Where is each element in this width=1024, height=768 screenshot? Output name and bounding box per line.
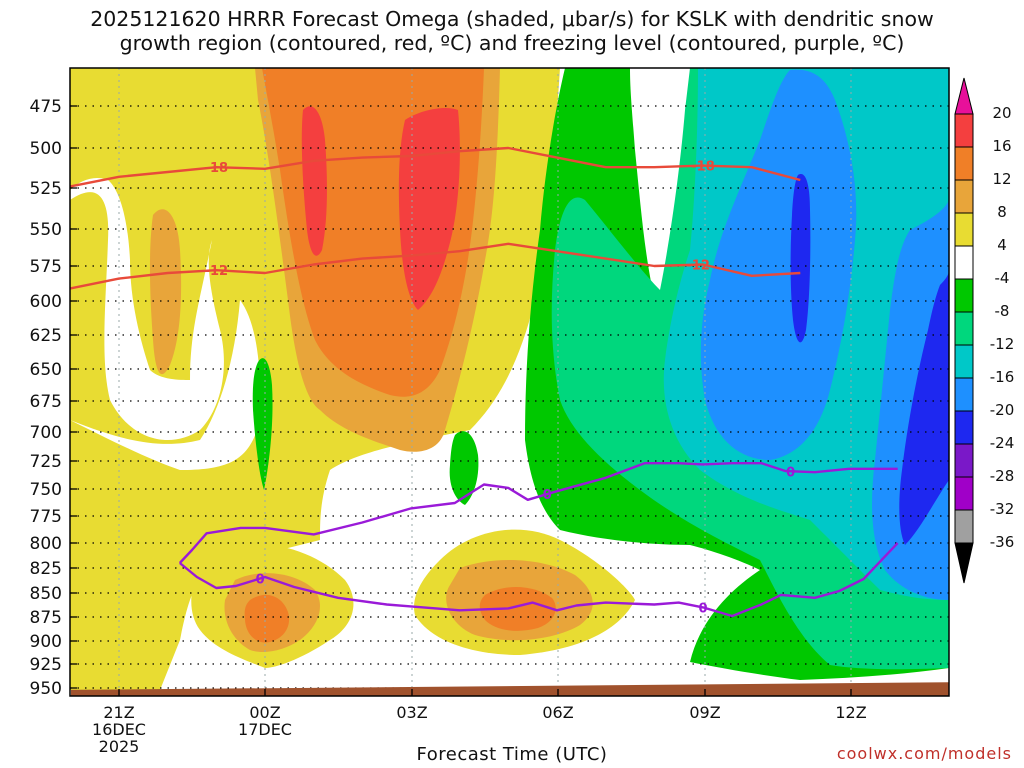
freezing-0-lower-label: 0 — [698, 601, 707, 616]
x-tick-label: 12Z — [835, 703, 866, 722]
x-tick-label: 21Z — [103, 703, 134, 722]
omega-fill-8 — [149, 209, 182, 375]
y-tick-label: 525 — [30, 179, 62, 199]
omega-fill-neg4 — [252, 358, 273, 490]
colorbar-label: -32 — [990, 500, 1015, 518]
y-tick-label: 550 — [30, 220, 62, 240]
y-tick-label: 475 — [30, 97, 62, 117]
colorbar-bin — [954, 146, 974, 181]
colorbar-bin — [954, 212, 974, 247]
colorbar-label: -28 — [990, 467, 1015, 485]
colorbar-label: -36 — [990, 533, 1015, 551]
y-tick-label: 500 — [30, 139, 62, 159]
colorbar-bin — [954, 443, 974, 478]
x-tick-label: 00Z — [249, 703, 280, 722]
contour-lines: -18 -18 -12 -12 0 0 0 0 — [70, 146, 899, 618]
colorbar-label: -20 — [990, 401, 1015, 419]
colorbar-label: 8 — [997, 203, 1007, 221]
dgz-18-line — [70, 146, 801, 188]
colorbar-bin — [954, 179, 974, 214]
colorbar-label: 16 — [992, 137, 1011, 155]
colorbar-bin — [954, 278, 974, 313]
y-tick-label: 750 — [30, 480, 62, 500]
y-tick-label: 950 — [30, 679, 62, 699]
omega-fill-neg4 — [449, 431, 479, 505]
y-tick-label: 675 — [30, 392, 62, 412]
omega-fill-neg20 — [899, 270, 949, 545]
dgz-12-label: -12 — [686, 259, 710, 274]
x-tick-label: 2025 — [99, 737, 140, 756]
x-tick-label: 09Z — [689, 703, 720, 722]
colorbar-label: 12 — [992, 170, 1011, 188]
colorbar-bin — [954, 476, 974, 511]
freezing-0-upper-label: 0 — [786, 465, 795, 480]
dgz-12-line — [70, 242, 801, 290]
colorbar-bottom-arrow — [954, 542, 974, 584]
colorbar-label: -16 — [990, 368, 1015, 386]
y-tick-label: 600 — [30, 292, 62, 312]
y-tick-label: 575 — [30, 257, 62, 277]
omega-shading — [70, 68, 949, 690]
colorbar-bin — [954, 509, 974, 544]
dgz-18-label: -18 — [205, 161, 229, 176]
x-tick-label: 17DEC — [238, 720, 292, 739]
y-tick-label: 625 — [30, 326, 62, 346]
colorbar-bin — [954, 245, 974, 280]
omega-fill-neutral — [70, 300, 261, 470]
y-tick-label: 800 — [30, 534, 62, 554]
freezing-0-upper-label: 0 — [543, 488, 552, 503]
omega-fill-neg16 — [700, 69, 857, 460]
credit-link[interactable]: coolwx.com/models — [836, 744, 1012, 763]
colorbar-label: 20 — [992, 104, 1011, 122]
omega-fill-12 — [244, 594, 290, 643]
y-tick-label: 825 — [30, 559, 62, 579]
colorbar-label: 4 — [997, 236, 1007, 254]
y-tick-label: 775 — [30, 507, 62, 527]
y-tick-label: 725 — [30, 452, 62, 472]
y-tick-label: 650 — [30, 360, 62, 380]
colorbar-bin — [954, 311, 974, 346]
omega-fill-16 — [301, 106, 327, 256]
x-tick-label: 03Z — [396, 703, 427, 722]
ground-slope — [71, 682, 949, 696]
time-gridlines — [118, 68, 852, 696]
y-tick-label: 700 — [30, 423, 62, 443]
plot-frame — [69, 67, 950, 697]
chart-title-line2: growth region (contoured, red, ºC) and f… — [119, 31, 905, 55]
colorbar-label: -24 — [990, 434, 1015, 452]
x-tick-label: 06Z — [542, 703, 573, 722]
freezing-0-upper-line — [178, 462, 898, 564]
dgz-12-label: -12 — [205, 264, 229, 279]
omega-fill-neutral — [630, 68, 690, 303]
pressure-axis: 475 500 525 550 575 600 625 650 675 700 725 750 775 8… — [30, 97, 77, 699]
colorbar-label: -4 — [995, 269, 1010, 287]
colorbar-bin — [954, 344, 974, 379]
y-tick-label: 925 — [30, 655, 62, 675]
chart-title-line1: 2025121620 HRRR Forecast Omega (shaded, … — [90, 7, 934, 31]
colorbar-bin — [954, 410, 974, 445]
omega-fill-12 — [479, 587, 556, 631]
omega-fill-16 — [398, 108, 460, 310]
omega-fill-neutral — [70, 178, 224, 440]
colorbar-bin — [954, 377, 974, 412]
dgz-18-label: -18 — [691, 160, 715, 175]
freezing-0-lower-line — [179, 542, 899, 618]
x-axis-title: Forecast Time (UTC) — [416, 744, 608, 765]
colorbar-top-arrow — [954, 77, 974, 115]
omega-fill-neg20 — [790, 174, 811, 343]
y-tick-label: 875 — [30, 608, 62, 628]
y-tick-label: 850 — [30, 584, 62, 604]
freezing-0-lower-label: 0 — [256, 573, 265, 588]
x-tick-label: 16DEC — [92, 720, 146, 739]
colorbar-label: -12 — [990, 335, 1015, 353]
y-tick-label: 900 — [30, 632, 62, 652]
omega-colorbar: 20 16 12 8 4 -4 -8 -12 -16 -20 -24 -28 -32 -36 — [954, 77, 1015, 584]
colorbar-bin — [954, 113, 974, 148]
colorbar-label: -8 — [995, 302, 1010, 320]
